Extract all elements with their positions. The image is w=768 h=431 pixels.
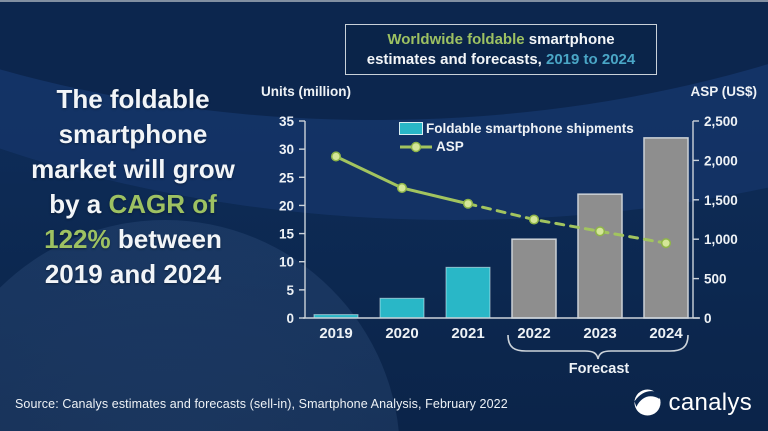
- svg-text:5: 5: [286, 283, 294, 298]
- asp-point-2024: [660, 238, 672, 249]
- svg-text:0: 0: [704, 311, 712, 326]
- left-axis-title: Units (million): [261, 84, 351, 99]
- svg-text:1,000: 1,000: [704, 232, 738, 247]
- x-label-2022: 2022: [517, 325, 550, 342]
- svg-text:10: 10: [279, 255, 294, 270]
- svg-text:2,000: 2,000: [704, 153, 738, 168]
- asp-point-2021: [462, 198, 474, 209]
- canalys-logo-text: canalys: [668, 388, 752, 416]
- x-label-2020: 2020: [385, 325, 418, 342]
- svg-text:25: 25: [279, 170, 295, 185]
- top-border-strip: [0, 0, 768, 2]
- legend-asp-label: ASP: [436, 139, 464, 154]
- x-label-2021: 2021: [451, 325, 484, 342]
- forecast-bracket: [507, 334, 689, 360]
- legend-shipments-label: Foldable smartphone shipments: [426, 121, 634, 136]
- svg-text:20: 20: [279, 198, 294, 213]
- x-label-2019: 2019: [319, 325, 352, 342]
- asp-point-2022: [528, 214, 540, 225]
- asp-point-2023: [594, 226, 606, 237]
- svg-text:15: 15: [279, 227, 295, 242]
- forecast-label: Forecast: [568, 361, 630, 377]
- bar-2020: [379, 297, 425, 319]
- svg-text:1,500: 1,500: [704, 193, 738, 208]
- bar-2022: [511, 238, 557, 319]
- x-label-2023: 2023: [583, 325, 616, 342]
- headline-text: The foldable smartphone market will grow by…: [31, 84, 235, 289]
- svg-text:0: 0: [286, 311, 294, 326]
- bar-2021: [445, 266, 491, 319]
- chart-legend: Foldable smartphone shipments ASP: [399, 121, 634, 154]
- canalys-logo-icon: [633, 389, 661, 416]
- asp-line-marker-icon: [400, 141, 432, 152]
- asp-point-2019: [330, 151, 342, 162]
- svg-text:2,500: 2,500: [704, 114, 738, 129]
- shipments-swatch-icon: [399, 122, 423, 135]
- x-label-2024: 2024: [649, 325, 683, 342]
- legend-item-shipments: Foldable smartphone shipments: [399, 121, 634, 136]
- svg-text:30: 30: [279, 142, 294, 157]
- right-axis-title: ASP (US$): [690, 84, 757, 99]
- svg-text:500: 500: [704, 272, 727, 287]
- source-attribution: Source: Canalys estimates and forecasts …: [15, 397, 508, 411]
- asp-point-2020: [396, 182, 408, 194]
- svg-text:35: 35: [279, 114, 295, 129]
- canalys-logo: canalys: [633, 388, 752, 417]
- legend-item-asp: ASP: [399, 139, 634, 154]
- bar-2023: [577, 193, 623, 319]
- chart-title-box: Worldwide foldable smartphone estimates a…: [345, 24, 657, 75]
- bar-2024: [643, 137, 689, 319]
